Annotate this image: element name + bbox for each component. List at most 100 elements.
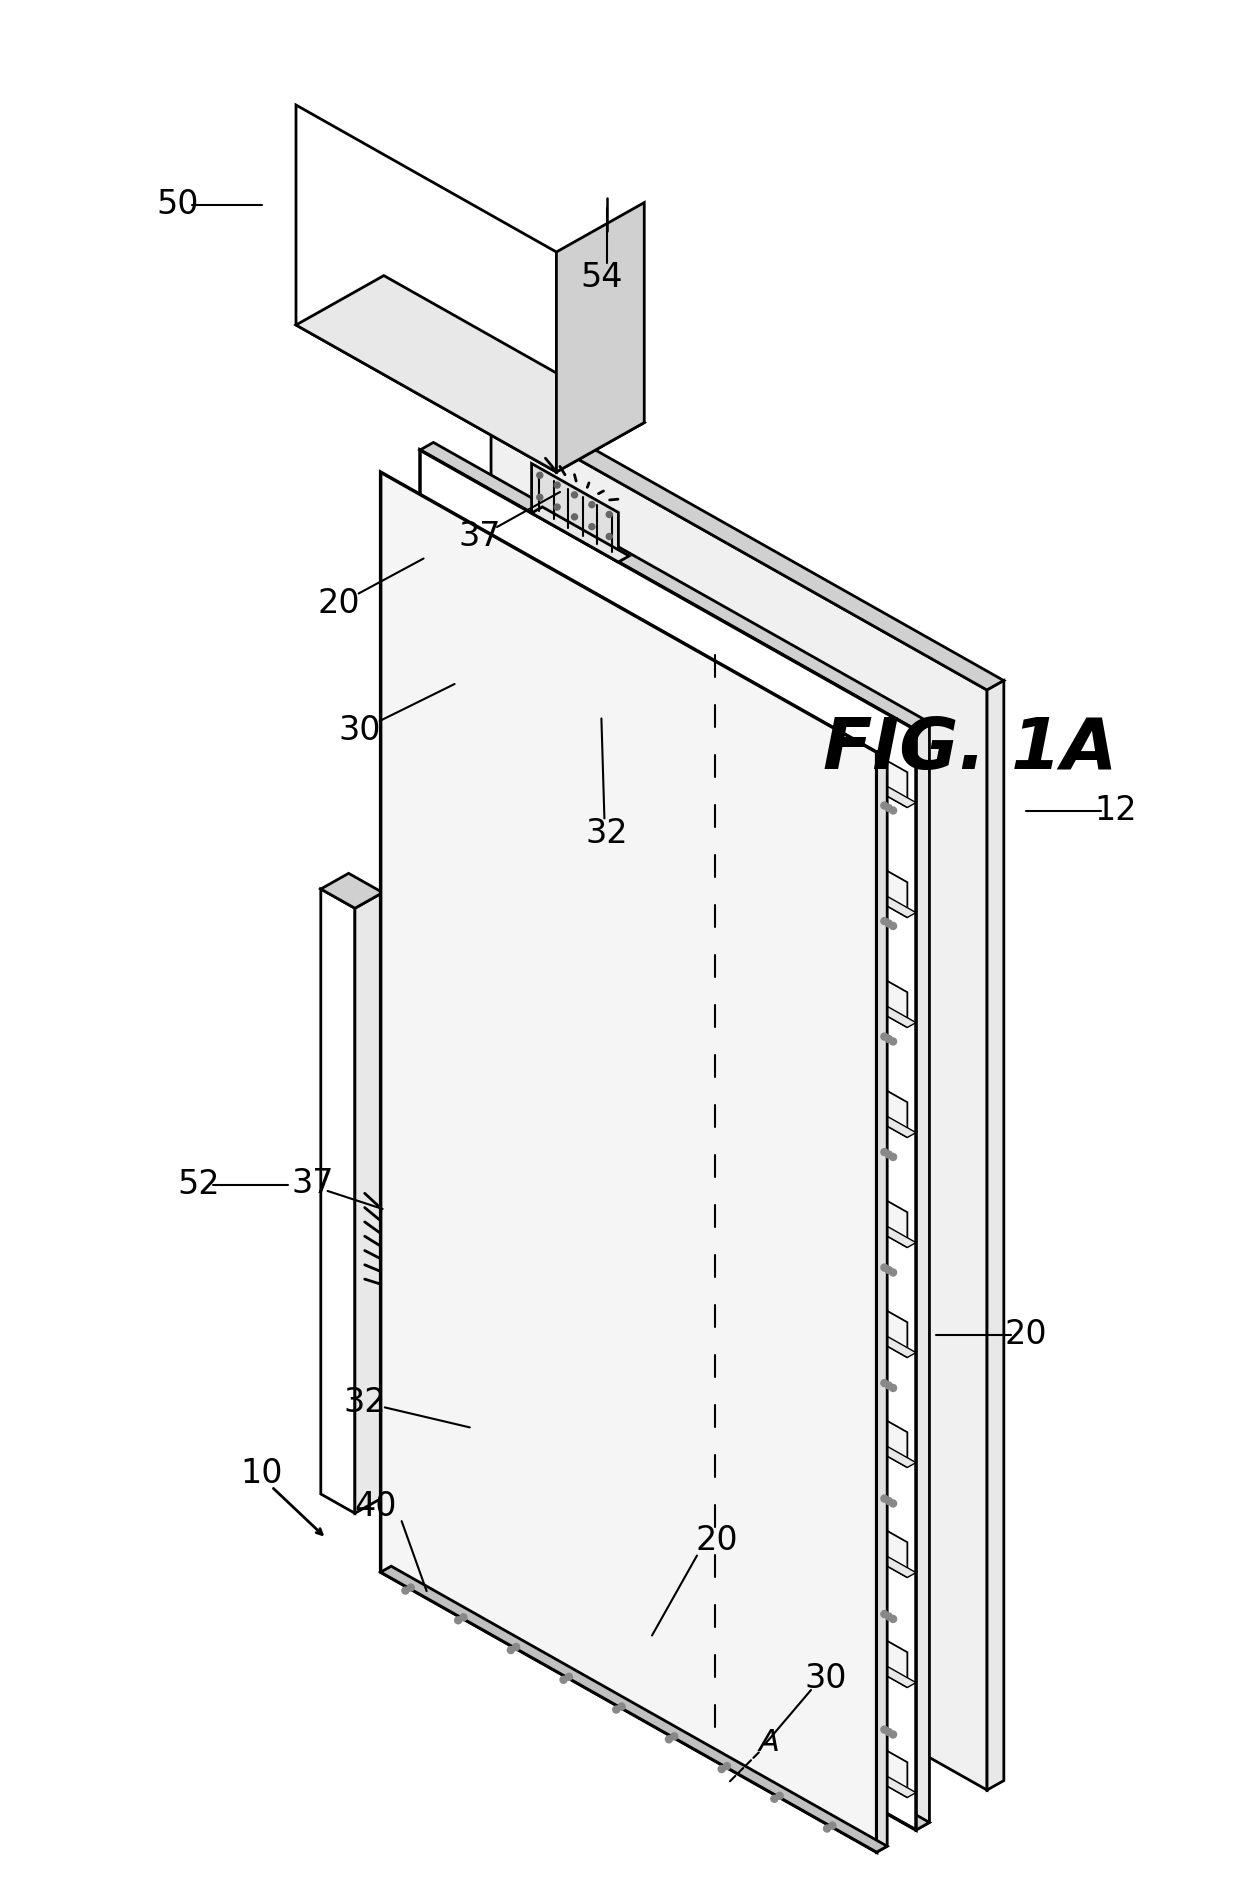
Polygon shape: [746, 1676, 773, 1720]
Polygon shape: [486, 978, 512, 1022]
Circle shape: [565, 1674, 573, 1680]
Polygon shape: [660, 1298, 686, 1339]
Polygon shape: [573, 808, 599, 851]
Circle shape: [650, 1083, 663, 1096]
Polygon shape: [833, 1395, 859, 1438]
Polygon shape: [627, 619, 653, 661]
Polygon shape: [491, 410, 987, 1790]
Circle shape: [823, 1290, 837, 1303]
Polygon shape: [296, 104, 557, 471]
Polygon shape: [801, 716, 827, 760]
Polygon shape: [627, 838, 653, 882]
Circle shape: [880, 1725, 888, 1733]
Polygon shape: [541, 1119, 567, 1163]
Polygon shape: [541, 1340, 567, 1383]
Polygon shape: [532, 464, 619, 562]
Circle shape: [880, 1034, 888, 1039]
Polygon shape: [573, 587, 599, 631]
Polygon shape: [714, 887, 740, 931]
Polygon shape: [296, 276, 645, 471]
Circle shape: [537, 473, 543, 479]
Polygon shape: [541, 1560, 567, 1604]
Circle shape: [563, 593, 577, 608]
Circle shape: [880, 802, 888, 809]
Circle shape: [563, 1144, 577, 1157]
Text: 37: 37: [459, 521, 501, 553]
Polygon shape: [833, 1505, 859, 1548]
Polygon shape: [420, 443, 930, 730]
Polygon shape: [532, 507, 629, 562]
Polygon shape: [412, 1262, 908, 1577]
Circle shape: [589, 502, 595, 507]
Polygon shape: [541, 1229, 567, 1273]
Polygon shape: [573, 697, 599, 741]
Text: 20: 20: [1004, 1319, 1048, 1351]
Text: 30: 30: [805, 1661, 847, 1695]
Text: 37: 37: [291, 1167, 334, 1201]
Polygon shape: [714, 1548, 740, 1590]
Circle shape: [563, 923, 577, 937]
Circle shape: [880, 1611, 888, 1617]
Circle shape: [476, 654, 490, 669]
Circle shape: [889, 1269, 897, 1277]
Circle shape: [885, 1267, 893, 1273]
Polygon shape: [714, 1108, 740, 1151]
Polygon shape: [412, 602, 908, 918]
Circle shape: [823, 1826, 831, 1832]
Polygon shape: [454, 1070, 480, 1113]
Circle shape: [618, 1702, 625, 1710]
Circle shape: [650, 752, 663, 766]
Circle shape: [889, 1731, 897, 1738]
Polygon shape: [801, 1486, 827, 1530]
Circle shape: [402, 1586, 409, 1594]
Polygon shape: [573, 1469, 599, 1510]
Polygon shape: [746, 1235, 773, 1279]
Polygon shape: [381, 471, 877, 1852]
Polygon shape: [412, 963, 916, 1248]
Circle shape: [650, 1302, 663, 1317]
Polygon shape: [541, 790, 567, 832]
Polygon shape: [801, 1378, 827, 1419]
Circle shape: [889, 923, 897, 929]
Polygon shape: [627, 1609, 653, 1651]
Circle shape: [823, 1510, 837, 1524]
Polygon shape: [573, 1138, 599, 1182]
Circle shape: [476, 1315, 490, 1328]
Polygon shape: [557, 203, 645, 471]
Circle shape: [889, 1385, 897, 1391]
Circle shape: [563, 703, 577, 718]
Circle shape: [737, 1571, 750, 1585]
Circle shape: [889, 1153, 897, 1161]
Polygon shape: [412, 743, 916, 1028]
Circle shape: [889, 808, 897, 813]
Polygon shape: [454, 1290, 480, 1334]
Circle shape: [650, 863, 663, 876]
Polygon shape: [660, 1626, 686, 1670]
Polygon shape: [660, 967, 686, 1011]
Circle shape: [889, 1499, 897, 1507]
Polygon shape: [412, 1292, 916, 1577]
Polygon shape: [454, 741, 480, 785]
Polygon shape: [412, 1043, 908, 1357]
Polygon shape: [541, 570, 567, 614]
Circle shape: [476, 1094, 490, 1108]
Circle shape: [737, 692, 750, 705]
Circle shape: [885, 1151, 893, 1157]
Polygon shape: [454, 851, 480, 893]
Polygon shape: [454, 631, 480, 674]
Circle shape: [737, 1682, 750, 1695]
Polygon shape: [987, 680, 1004, 1790]
Polygon shape: [454, 961, 480, 1003]
Circle shape: [889, 1615, 897, 1623]
Polygon shape: [714, 1657, 740, 1700]
Circle shape: [563, 1254, 577, 1267]
Text: 54: 54: [580, 262, 622, 294]
Polygon shape: [627, 1058, 653, 1102]
Polygon shape: [412, 492, 908, 808]
Circle shape: [563, 813, 577, 826]
Polygon shape: [801, 937, 827, 980]
Polygon shape: [833, 1615, 859, 1659]
Circle shape: [771, 1796, 777, 1803]
Polygon shape: [714, 1438, 740, 1480]
Polygon shape: [412, 522, 916, 808]
